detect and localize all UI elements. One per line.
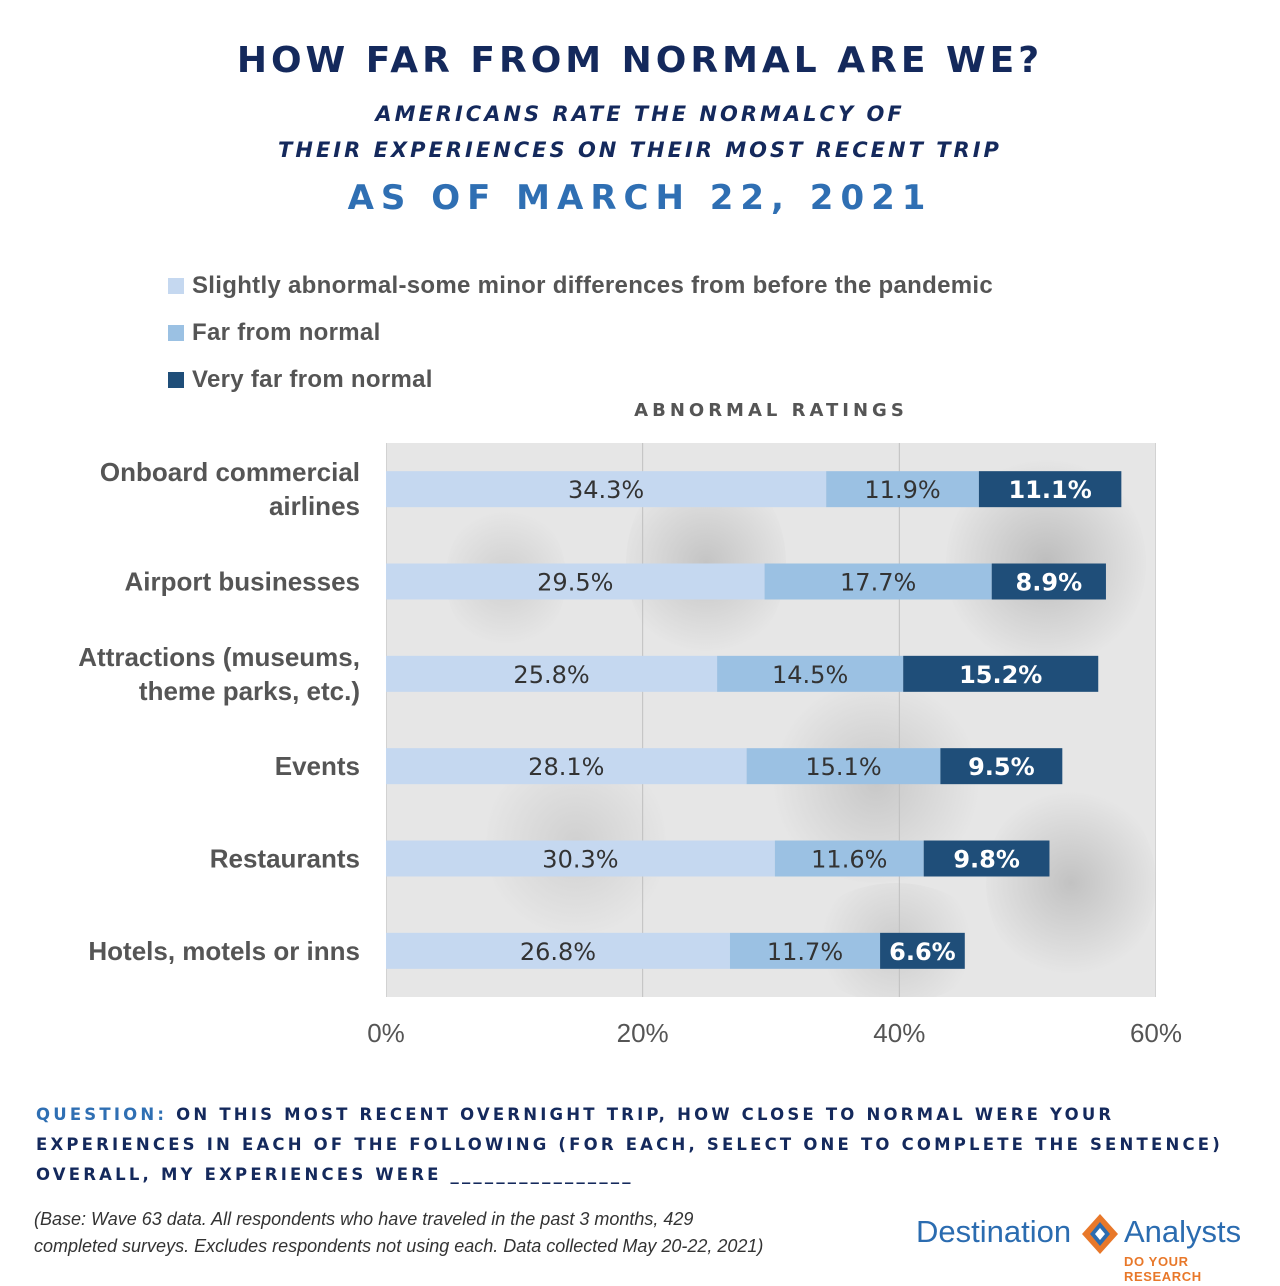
category-label-hotels-motels-or-inns: Hotels, motels or inns bbox=[88, 936, 360, 966]
logo-tagline: DO YOUR RESEARCH bbox=[1124, 1254, 1202, 1284]
data-label-events-slightly-abnormal-some-minor-differences-from-before-the-pandemic: 28.1% bbox=[528, 753, 604, 781]
data-label-airport-businesses-very-far-from-normal: 8.9% bbox=[1016, 569, 1083, 597]
data-label-onboard-commercial-airlines-far-from-normal: 11.9% bbox=[864, 476, 940, 504]
legend-swatch-far-from-normal bbox=[168, 324, 184, 341]
survey-question: QUESTION: ON THIS MOST RECENT OVERNIGHT … bbox=[36, 1100, 1266, 1190]
data-label-hotels-motels-or-inns-slightly-abnormal-some-minor-differences-from-before-the-pandemic: 26.8% bbox=[520, 938, 596, 966]
data-label-attractions-museums-theme-parks-etc-slightly-abnormal-some-minor-differences-from-before-the-pandemic: 25.8% bbox=[513, 661, 589, 689]
data-label-hotels-motels-or-inns-far-from-normal: 11.7% bbox=[767, 938, 843, 966]
legend-item-slightly-abnormal: Slightly abnormal-some minor differences… bbox=[168, 262, 993, 309]
data-label-restaurants-far-from-normal: 11.6% bbox=[811, 846, 887, 874]
category-label-events: Events bbox=[275, 751, 360, 781]
bar-attractions-museums-theme-parks-etc-very-far-from-normal bbox=[903, 655, 1099, 692]
bar-hotels-motels-or-inns-slightly-abnormal-some-minor-differences-from-before-the-pandemic bbox=[386, 932, 730, 969]
x-tick-label-1: 20% bbox=[617, 1018, 669, 1048]
diamond-logo-icon bbox=[1082, 1214, 1118, 1254]
bar-airport-businesses-very-far-from-normal bbox=[991, 563, 1106, 600]
crowd-photo-shape bbox=[986, 783, 1156, 983]
data-label-onboard-commercial-airlines-slightly-abnormal-some-minor-differences-from-before-the-pandemic: 34.3% bbox=[568, 476, 644, 504]
legend-item-very-far-from-normal: Very far from normal bbox=[168, 356, 993, 403]
legend-swatch-very-far-from-normal bbox=[168, 371, 184, 388]
question-text: ON THIS MOST RECENT OVERNIGHT TRIP, HOW … bbox=[36, 1105, 1223, 1184]
data-label-attractions-museums-theme-parks-etc-far-from-normal: 14.5% bbox=[772, 661, 848, 689]
bar-hotels-motels-or-inns-very-far-from-normal bbox=[880, 932, 965, 969]
logo-text-left: Destination bbox=[916, 1214, 1072, 1249]
subtitle-line-1: AMERICANS RATE THE NORMALCY OF bbox=[375, 102, 905, 126]
chart-title: ABNORMAL RATINGS bbox=[634, 400, 908, 421]
data-label-onboard-commercial-airlines-very-far-from-normal: 11.1% bbox=[1008, 476, 1091, 504]
subtitle-line-2: THEIR EXPERIENCES ON THEIR MOST RECENT T… bbox=[278, 138, 1002, 162]
bar-restaurants-very-far-from-normal bbox=[923, 840, 1050, 877]
bar-onboard-commercial-airlines-slightly-abnormal-some-minor-differences-from-before-the-pandemic bbox=[386, 471, 827, 508]
base-note: (Base: Wave 63 data. All respondents who… bbox=[34, 1206, 894, 1260]
category-label-onboard-commercial-airlines: Onboard commercial airlines bbox=[100, 457, 360, 521]
data-label-airport-businesses-slightly-abnormal-some-minor-differences-from-before-the-pandemic: 29.5% bbox=[537, 569, 613, 597]
legend-label-very-far-from-normal: Very far from normal bbox=[192, 365, 433, 393]
plot-background-photo: 34.3% 11.9% 11.1% 29.5% 17.7% 8.9% 25.8% 14.5% 1… bbox=[386, 443, 1156, 997]
base-note-line-2: completed surveys. Excludes respondents … bbox=[34, 1236, 764, 1256]
data-label-attractions-museums-theme-parks-etc-very-far-from-normal: 15.2% bbox=[959, 661, 1042, 689]
bar-onboard-commercial-airlines-very-far-from-normal bbox=[978, 471, 1122, 508]
x-tick-label-2: 40% bbox=[873, 1018, 925, 1048]
bar-airport-businesses-far-from-normal bbox=[764, 563, 992, 600]
bar-restaurants-slightly-abnormal-some-minor-differences-from-before-the-pandemic bbox=[386, 840, 775, 877]
data-label-restaurants-very-far-from-normal: 9.8% bbox=[953, 846, 1020, 874]
legend-item-far-from-normal: Far from normal bbox=[168, 309, 993, 356]
bar-airport-businesses-slightly-abnormal-some-minor-differences-from-before-the-pandemic bbox=[386, 563, 765, 600]
bar-attractions-museums-theme-parks-etc-far-from-normal bbox=[717, 655, 904, 692]
legend: Slightly abnormal-some minor differences… bbox=[168, 262, 993, 403]
legend-swatch-slightly-abnormal bbox=[168, 277, 184, 294]
bar-attractions-museums-theme-parks-etc-slightly-abnormal-some-minor-differences-from-before-the-pandemic bbox=[386, 655, 718, 692]
category-label-restaurants: Restaurants bbox=[210, 844, 360, 874]
destination-analysts-logo: Destination Analysts DO YOUR RESEARCH bbox=[916, 1212, 1266, 1284]
bar-events-very-far-from-normal bbox=[940, 748, 1063, 785]
legend-label-far-from-normal: Far from normal bbox=[192, 318, 381, 346]
data-label-airport-businesses-far-from-normal: 17.7% bbox=[840, 569, 916, 597]
data-label-events-very-far-from-normal: 9.5% bbox=[968, 753, 1035, 781]
x-tick-label-0: 0% bbox=[367, 1018, 405, 1048]
category-label-airport-businesses: Airport businesses bbox=[124, 567, 360, 597]
data-label-events-far-from-normal: 15.1% bbox=[805, 753, 881, 781]
date-heading: AS OF MARCH 22, 2021 bbox=[347, 178, 933, 218]
base-note-line-1: (Base: Wave 63 data. All respondents who… bbox=[34, 1209, 694, 1229]
data-label-hotels-motels-or-inns-very-far-from-normal: 6.6% bbox=[889, 938, 956, 966]
bar-chart: 34.3% 11.9% 11.1% 29.5% 17.7% 8.9% 25.8% 14.5% 1… bbox=[386, 443, 1156, 997]
page-title: HOW FAR FROM NORMAL ARE WE? bbox=[236, 40, 1044, 81]
bar-restaurants-far-from-normal bbox=[774, 840, 924, 877]
bar-events-slightly-abnormal-some-minor-differences-from-before-the-pandemic bbox=[386, 748, 747, 785]
logo-text-right: Analysts bbox=[1124, 1214, 1242, 1249]
x-tick-label-3: 60% bbox=[1130, 1018, 1182, 1048]
bar-events-far-from-normal bbox=[746, 748, 941, 785]
bar-onboard-commercial-airlines-far-from-normal bbox=[826, 471, 979, 508]
legend-label-slightly-abnormal: Slightly abnormal-some minor differences… bbox=[192, 271, 993, 299]
question-label: QUESTION: bbox=[36, 1105, 168, 1124]
bar-hotels-motels-or-inns-far-from-normal bbox=[729, 932, 881, 969]
category-label-attractions-museums-theme-parks-etc: Attractions (museums, theme parks, etc.) bbox=[78, 642, 360, 706]
data-label-restaurants-slightly-abnormal-some-minor-differences-from-before-the-pandemic: 30.3% bbox=[542, 846, 618, 874]
